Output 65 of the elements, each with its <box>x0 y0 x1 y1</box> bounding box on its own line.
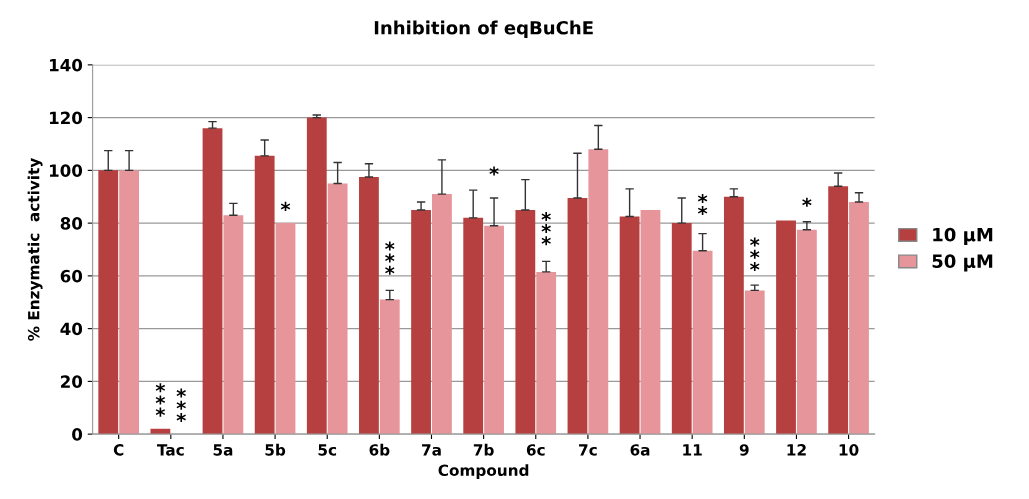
legend-label: 50 μM <box>932 254 993 272</box>
bar <box>776 220 796 435</box>
bar <box>536 271 557 435</box>
x-tick-label: 5c <box>318 444 337 456</box>
legend-label: 10 μM <box>933 227 993 245</box>
bar <box>588 149 609 435</box>
annotation: ** <box>697 193 708 216</box>
x-tick-label: 10 <box>839 444 859 456</box>
x-tick-label: 12 <box>787 444 806 456</box>
bar <box>640 209 661 435</box>
bar <box>671 223 692 435</box>
x-tick-label: C <box>113 444 124 456</box>
bar <box>327 183 348 435</box>
x-tick-label: 5a <box>213 444 233 456</box>
bar <box>692 250 713 435</box>
bar <box>463 217 484 435</box>
bar <box>202 128 223 435</box>
y-tick-label: 20 <box>61 375 83 388</box>
bar <box>849 202 869 435</box>
bar <box>484 225 504 435</box>
bar <box>223 215 244 435</box>
bar <box>828 186 849 435</box>
bar <box>119 170 140 435</box>
annotation: *** <box>155 383 166 417</box>
annotation: * <box>280 201 291 211</box>
x-tick-label: 5b <box>265 443 286 456</box>
bar <box>796 229 817 435</box>
y-tick-label: 80 <box>60 217 83 230</box>
annotation: ** * <box>750 237 760 271</box>
bar <box>254 155 275 435</box>
bar <box>619 216 640 435</box>
annotation: *** <box>176 388 186 422</box>
y-tick-label: 0 <box>72 428 83 441</box>
x-tick-label: 6c <box>526 444 545 456</box>
bar <box>379 299 400 435</box>
y-tick-label: 40 <box>60 322 83 336</box>
bar <box>723 196 744 435</box>
bar <box>515 209 536 435</box>
bar <box>411 209 431 435</box>
y-axis-title: % Enzymatic activity <box>27 157 43 341</box>
x-tick-label: 9 <box>739 444 749 456</box>
x-tick-label: 7c <box>579 444 597 456</box>
x-tick-label: 11 <box>683 444 702 456</box>
y-tick-label: 60 <box>60 269 83 283</box>
x-tick-label: Tac <box>156 444 184 456</box>
annotation: * <box>489 166 499 176</box>
y-tick-label: 120 <box>49 111 83 125</box>
x-tick-label: 6a <box>630 444 650 456</box>
y-tick-label: 140 <box>49 58 83 72</box>
bar <box>359 176 379 435</box>
bar <box>567 198 588 435</box>
bar <box>275 223 296 435</box>
bar <box>744 290 765 435</box>
bar <box>98 170 119 435</box>
x-tick-label: 7a <box>422 444 441 456</box>
annotation: ** * <box>541 211 551 246</box>
y-tick-label: 100 <box>49 164 83 177</box>
bar <box>432 194 452 435</box>
x-tick-label: 6b <box>369 443 390 456</box>
bar <box>306 117 327 435</box>
x-axis-title: Compound <box>438 464 529 479</box>
annotation: * <box>802 197 812 207</box>
chart-title: Inhibition of eqBuChE <box>374 20 593 39</box>
annotation: ** * <box>385 241 395 275</box>
x-tick-label: 7b <box>473 443 494 456</box>
